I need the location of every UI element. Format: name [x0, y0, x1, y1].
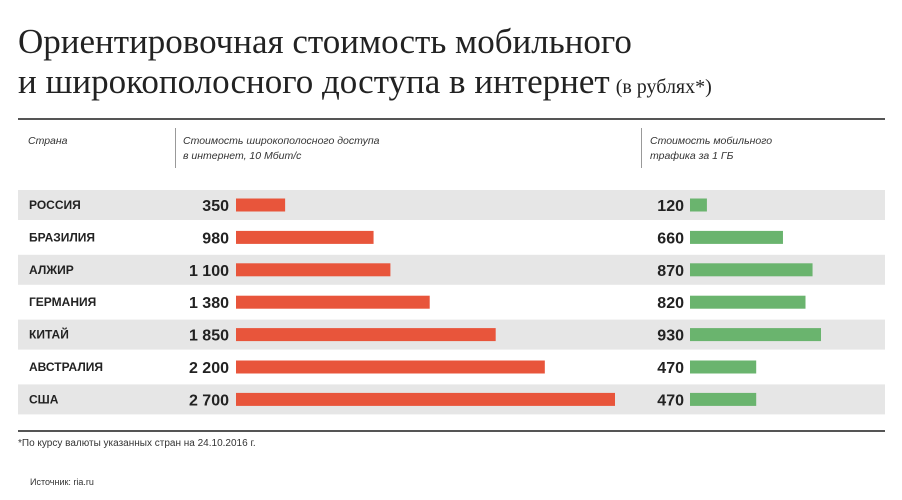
broadband-bar: [236, 263, 391, 277]
mobile-value-label: 120: [657, 198, 684, 215]
chart-title-unit: (в рублях*): [615, 76, 712, 98]
broadband-bar: [236, 328, 496, 342]
mobile-value-label: 930: [657, 328, 684, 345]
header-separator-mobile: [641, 128, 642, 168]
broadband-value-label: 980: [202, 230, 229, 247]
mobile-bar: [690, 392, 757, 406]
mobile-bar: [690, 328, 821, 342]
broadband-bar: [236, 392, 615, 406]
broadband-value-label: 2 200: [189, 360, 229, 377]
header-mobile-line-1: Стоимость мобильного: [650, 135, 773, 147]
footnote: *По курсу валюты указанных стран на 24.1…: [18, 438, 256, 449]
header-broadband-line-2: в интернет, 10 Мбит/с: [183, 150, 302, 162]
broadband-bar: [236, 295, 430, 309]
mobile-value-label: 470: [657, 360, 684, 377]
country-label: АВСТРАЛИЯ: [29, 360, 103, 374]
broadband-bar: [236, 360, 545, 374]
header-country: Страна: [28, 135, 68, 147]
country-label: ГЕРМАНИЯ: [29, 295, 96, 309]
country-label: КИТАЙ: [29, 327, 69, 342]
country-label: БРАЗИЛИЯ: [29, 230, 95, 244]
chart-title: Ориентировочная стоимость мобильного и ш…: [18, 22, 888, 107]
header-separator-broadband: [175, 128, 176, 168]
mobile-value-label: 820: [657, 295, 684, 312]
header-broadband: Стоимость широкополосного доступа в инте…: [183, 134, 413, 164]
chart-title-line-2: и широкополосного доступа в интернет (в р…: [18, 62, 888, 107]
chart-title-line-2-text: и широкополосного доступа в интернет: [18, 62, 610, 101]
mobile-bar: [690, 360, 757, 374]
mobile-bar: [690, 198, 707, 212]
chart-title-line-1: Ориентировочная стоимость мобильного: [18, 22, 632, 61]
mobile-value-label: 870: [657, 263, 684, 280]
bottom-rule: [18, 430, 885, 432]
header-broadband-line-1: Стоимость широкополосного доступа: [183, 135, 380, 147]
country-label: АЛЖИР: [29, 263, 74, 277]
broadband-value-label: 1 380: [189, 295, 229, 312]
broadband-bar: [236, 230, 374, 244]
mobile-bar: [690, 263, 813, 277]
mobile-bar: [690, 230, 783, 244]
mobile-value-label: 660: [657, 230, 684, 247]
header-mobile: Стоимость мобильного трафика за 1 ГБ: [650, 134, 800, 164]
broadband-value-label: 2 700: [189, 392, 229, 409]
country-label: РОССИЯ: [29, 198, 81, 212]
mobile-bar: [690, 295, 806, 309]
top-rule: [18, 118, 885, 120]
broadband-value-label: 1 100: [189, 263, 229, 280]
mobile-value-label: 470: [657, 392, 684, 409]
source-note: Источник: ria.ru: [30, 477, 94, 487]
header-mobile-line-2: трафика за 1 ГБ: [650, 150, 734, 162]
bar-chart: РОССИЯ 350 120 БРАЗИЛИЯ 980 660 АЛЖИР 1 100 870 Г…: [18, 190, 885, 415]
broadband-value-label: 1 850: [189, 328, 229, 345]
broadband-value-label: 350: [202, 198, 229, 215]
country-label: США: [29, 392, 59, 406]
broadband-bar: [236, 198, 286, 212]
row-band: [18, 190, 885, 220]
